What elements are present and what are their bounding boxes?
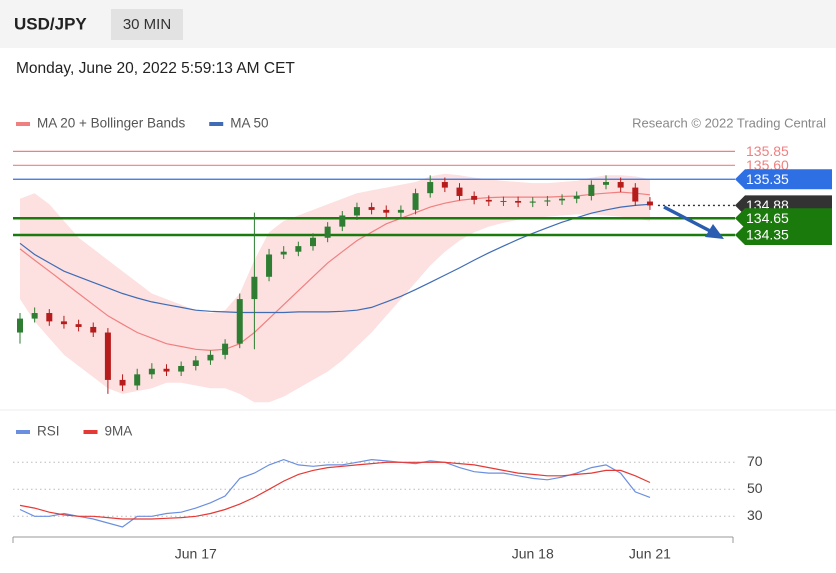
candle-body <box>441 182 448 188</box>
candle-body <box>310 237 316 247</box>
legend-swatch <box>83 430 98 434</box>
candle-body <box>178 365 185 372</box>
candle-body <box>427 182 434 194</box>
candle-body <box>646 201 653 206</box>
candle-body <box>119 379 126 386</box>
candle-body <box>104 332 111 380</box>
candle-body <box>397 209 404 213</box>
level-label-box <box>735 224 832 245</box>
ma-line <box>19 191 651 352</box>
candle-body <box>617 182 624 188</box>
source: Research © 2022 Trading Central <box>632 115 826 130</box>
candle-body <box>324 226 331 238</box>
timestamp: Monday, June 20, 2022 5:59:13 AM CET <box>16 60 295 77</box>
candle-body <box>60 321 67 325</box>
symbol: USD/JPY <box>14 14 87 33</box>
rsi-tick-label: 30 <box>747 507 763 523</box>
candle-body <box>339 215 346 227</box>
candle-body <box>515 200 522 203</box>
candle-body <box>603 182 609 185</box>
candle-body <box>573 195 580 199</box>
x-tick-label: Jun 17 <box>175 546 217 562</box>
level-label-box <box>735 169 832 190</box>
candle-body <box>90 326 97 333</box>
candle-body <box>222 343 229 355</box>
candle-body <box>632 187 639 202</box>
candle-body <box>236 299 243 344</box>
timeframe[interactable]: 30 MIN <box>123 16 171 33</box>
legend-swatch <box>209 122 224 126</box>
candle-body <box>471 195 478 200</box>
legend-label: 9MA <box>105 424 133 439</box>
legend-label: MA 20 + Bollinger Bands <box>37 116 185 131</box>
candle-body <box>46 313 53 322</box>
candle-body <box>163 368 170 372</box>
candle-body <box>75 324 82 327</box>
rsi-line <box>19 461 651 520</box>
level-label: 135.35 <box>746 171 789 187</box>
candle-body <box>500 200 507 202</box>
candle-body <box>295 246 302 252</box>
candle-body <box>266 254 273 277</box>
candle-body <box>192 360 199 366</box>
candle-body <box>383 209 390 213</box>
level-label: 135.85 <box>746 143 789 159</box>
arrow-shaft <box>663 205 715 235</box>
candle-body <box>207 354 214 361</box>
forecast-arrow <box>663 205 724 239</box>
x-tick-label: Jun 18 <box>512 546 554 562</box>
candle-body <box>368 207 375 210</box>
candle-body <box>280 251 287 255</box>
candle-body <box>529 201 536 203</box>
candle-body <box>353 207 360 216</box>
candle-body <box>134 374 141 386</box>
candle-body <box>559 198 566 201</box>
x-tick-label: Jun 21 <box>629 546 671 562</box>
level-label: 134.35 <box>746 227 789 243</box>
rsi-tick-label: 50 <box>747 480 763 496</box>
legend-label: RSI <box>37 424 60 439</box>
timeframe-badge[interactable] <box>111 9 183 40</box>
legend-swatch <box>16 122 30 126</box>
level-label: 135.60 <box>746 157 789 173</box>
rsi-tick-label: 70 <box>747 453 763 469</box>
level-label: 134.65 <box>746 210 789 226</box>
candle-body <box>148 368 155 375</box>
legend-label: MA 50 <box>230 116 268 131</box>
candle-body <box>588 184 595 196</box>
candle-body <box>544 200 551 202</box>
candle-body <box>412 193 419 210</box>
bollinger-band <box>20 173 650 403</box>
arrow-head <box>705 224 724 239</box>
candle-body <box>31 313 38 319</box>
candle-body <box>251 276 258 300</box>
candle-body <box>456 187 463 196</box>
candle-body <box>485 199 492 202</box>
legend-swatch <box>16 430 30 434</box>
rsi-line <box>19 458 651 528</box>
candle-body <box>17 318 23 333</box>
level-label-box <box>735 208 832 229</box>
ma-line <box>19 203 651 314</box>
